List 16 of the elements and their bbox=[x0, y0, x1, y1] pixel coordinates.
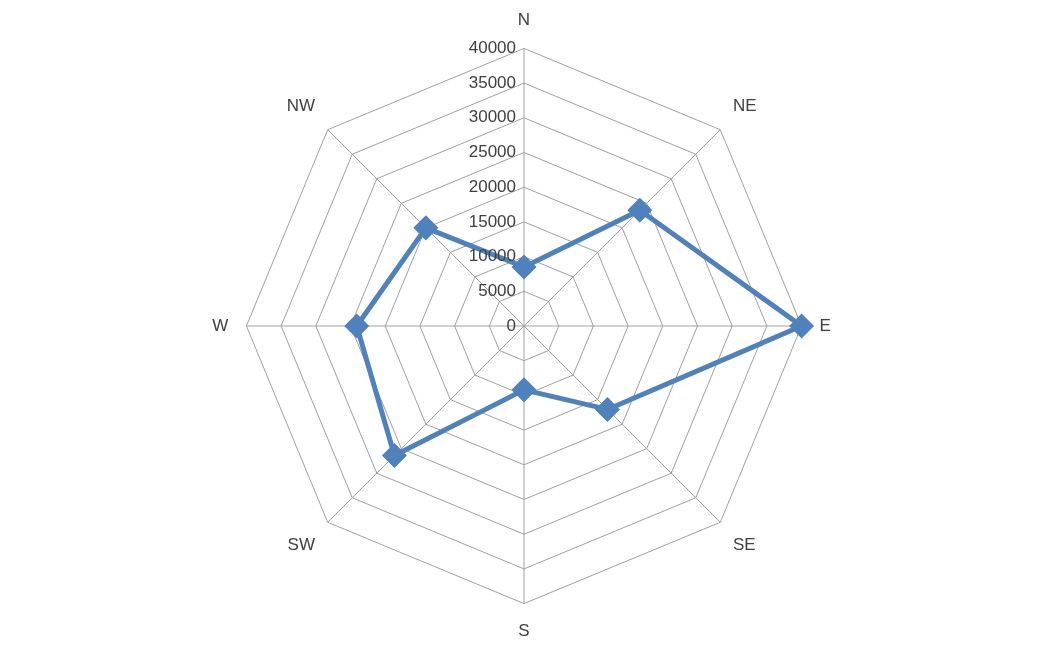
spoke-label: E bbox=[819, 315, 831, 335]
y-tick-label: 5000 bbox=[478, 280, 516, 300]
spoke-label: N bbox=[517, 9, 531, 29]
spoke-label: SW bbox=[287, 534, 315, 554]
y-tick-label: 30000 bbox=[468, 107, 516, 127]
spoke-label: S bbox=[518, 621, 530, 641]
spoke-label: SE bbox=[733, 534, 756, 554]
y-tick-label: 25000 bbox=[468, 142, 516, 162]
y-tick-label: 20000 bbox=[468, 176, 516, 196]
spoke-label: NW bbox=[286, 96, 315, 116]
y-tick-label: 40000 bbox=[468, 38, 516, 58]
y-tick-label: 35000 bbox=[468, 72, 516, 92]
y-tick-label: 15000 bbox=[468, 211, 516, 231]
y-tick-label: 0 bbox=[506, 315, 516, 335]
spoke-label: W bbox=[212, 315, 229, 335]
spoke-label: NE bbox=[733, 96, 757, 116]
